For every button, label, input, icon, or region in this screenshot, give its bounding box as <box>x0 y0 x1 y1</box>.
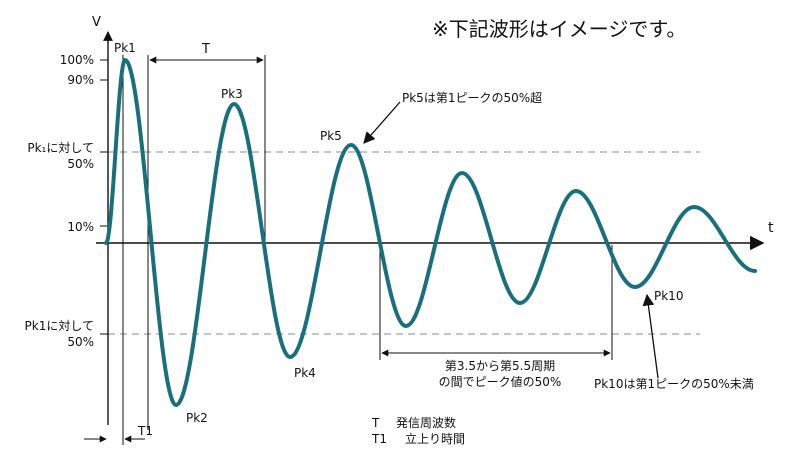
label-90pct: 90% <box>67 73 94 87</box>
peak-label-pk4: Pk4 <box>294 366 316 380</box>
peak-label-pk10: Pk10 <box>654 289 683 303</box>
note-text: ※下記波形はイメージです。 <box>432 17 686 41</box>
peak-label-pk5: Pk5 <box>320 129 342 143</box>
pk10-note-arrow <box>642 293 659 379</box>
label-rel50-upper-2: 50% <box>67 157 94 171</box>
legend-t-desc: 発信周波数 <box>396 415 456 430</box>
range-note-line1: 第3.5から第5.5周期 <box>445 359 555 373</box>
y-axis-label: V <box>92 15 101 30</box>
legend-t1-key: T1 <box>371 432 387 446</box>
rise-time-label: T1 <box>137 424 153 438</box>
range-note-line2: の間でピーク値の50% <box>439 374 562 389</box>
label-rel50-upper-1: Pk₁に対して <box>27 141 94 155</box>
label-100pct: 100% <box>60 53 94 67</box>
legend-t1-desc: 立上り時間 <box>405 431 465 446</box>
legend-t-key: T <box>371 416 380 430</box>
pk5-note-arrow <box>363 101 401 144</box>
label-rel50-lower-1: Pk1に対して <box>25 319 94 333</box>
peak-label-pk1: Pk1 <box>114 41 136 55</box>
period-label: T <box>201 42 210 57</box>
peak-label-pk3: Pk3 <box>221 87 243 101</box>
pk5-note-text: Pk5は第1ピークの50%超 <box>402 90 542 105</box>
x-axis-label: t <box>768 220 774 236</box>
damped-waveform <box>104 58 757 407</box>
peak-label-pk2: Pk2 <box>186 411 208 425</box>
label-10pct: 10% <box>67 220 94 234</box>
pk10-note-text: Pk10は第1ピークの50%未満 <box>594 377 754 391</box>
label-rel50-lower-2: 50% <box>67 335 94 349</box>
